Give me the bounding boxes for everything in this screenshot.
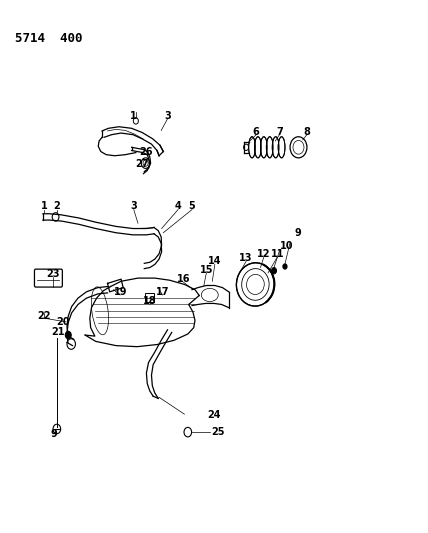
Text: 3: 3 [131,201,137,212]
Text: 21: 21 [51,327,65,337]
Text: 14: 14 [208,256,222,266]
Text: 13: 13 [239,253,253,263]
Text: 19: 19 [113,287,127,297]
Text: 23: 23 [46,269,59,279]
Text: 18: 18 [143,296,157,306]
Text: 25: 25 [211,427,225,437]
Ellipse shape [255,137,262,158]
Text: 1: 1 [41,201,48,212]
Text: 24: 24 [207,410,221,420]
Text: 9: 9 [294,228,301,238]
Text: 8: 8 [303,127,310,137]
Circle shape [271,268,276,274]
Text: 5: 5 [189,201,196,212]
Text: 6: 6 [253,127,260,137]
Text: 16: 16 [177,274,190,284]
Text: 2: 2 [54,201,60,212]
Text: 4: 4 [175,201,181,212]
Text: 3: 3 [164,111,171,121]
Text: 9: 9 [50,429,57,439]
Text: 1: 1 [131,111,137,121]
Text: 27: 27 [135,159,149,168]
Text: 10: 10 [280,241,294,252]
Ellipse shape [249,137,256,158]
Text: 12: 12 [257,249,270,259]
Text: 7: 7 [276,127,283,137]
Circle shape [65,332,71,339]
Ellipse shape [278,137,285,158]
Text: 17: 17 [156,287,169,297]
Ellipse shape [236,263,274,306]
Ellipse shape [266,137,273,158]
Text: 5714  400: 5714 400 [15,33,82,45]
Text: 22: 22 [37,311,51,321]
Ellipse shape [261,137,267,158]
Text: 20: 20 [56,317,69,327]
Text: 11: 11 [270,249,284,259]
Bar [145,293,154,302]
Ellipse shape [272,137,279,158]
Text: 26: 26 [139,147,152,157]
Circle shape [283,264,287,269]
Text: 15: 15 [199,265,213,274]
